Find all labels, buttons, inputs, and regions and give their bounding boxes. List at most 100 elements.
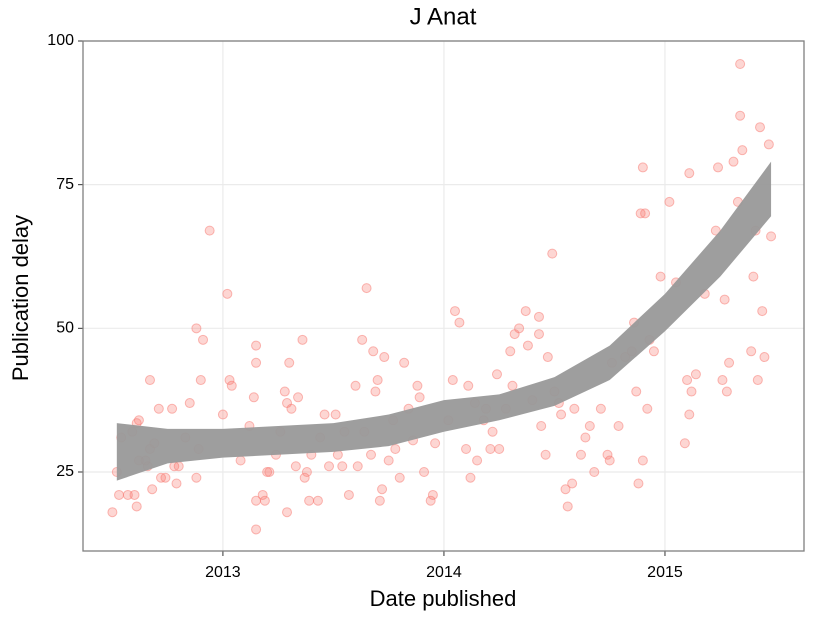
- point: [595, 403, 606, 414]
- point: [449, 306, 460, 317]
- point: [684, 409, 695, 420]
- point: [226, 380, 237, 391]
- x-tick-label: 2015: [647, 564, 683, 581]
- point: [379, 352, 390, 363]
- point: [419, 466, 430, 477]
- point: [447, 375, 458, 386]
- point: [759, 352, 770, 363]
- point: [343, 489, 354, 500]
- point: [637, 162, 648, 173]
- point: [257, 489, 268, 500]
- point: [728, 156, 739, 167]
- point: [717, 375, 728, 386]
- point: [755, 122, 766, 133]
- point: [724, 357, 735, 368]
- point: [679, 438, 690, 449]
- point: [584, 421, 595, 432]
- y-tick-label: 100: [47, 32, 74, 49]
- point: [556, 409, 567, 420]
- point: [485, 444, 496, 454]
- point: [171, 478, 182, 489]
- point: [604, 455, 615, 466]
- point: [191, 323, 202, 334]
- point: [259, 495, 270, 506]
- point: [372, 375, 383, 386]
- point: [383, 455, 394, 466]
- x-tick-label: 2014: [426, 564, 462, 581]
- point: [279, 386, 290, 397]
- point: [160, 472, 171, 483]
- point: [562, 501, 573, 512]
- point: [655, 271, 666, 282]
- point: [297, 334, 308, 345]
- point: [293, 392, 304, 403]
- point: [312, 495, 323, 506]
- point: [752, 375, 763, 386]
- x-tick-label: 2013: [205, 564, 241, 581]
- point: [648, 346, 659, 357]
- point: [299, 472, 310, 483]
- point: [757, 306, 768, 317]
- point: [350, 380, 361, 391]
- chart-title: J Anat: [410, 3, 477, 30]
- point: [427, 489, 438, 500]
- point: [567, 478, 578, 489]
- x-axis-label: Date published: [370, 586, 517, 611]
- point: [494, 444, 505, 454]
- point: [637, 455, 648, 466]
- point: [682, 375, 693, 386]
- point: [472, 455, 483, 466]
- point: [684, 168, 695, 179]
- point: [719, 294, 730, 305]
- point: [368, 346, 379, 357]
- point: [251, 357, 262, 368]
- point: [144, 375, 155, 386]
- point: [286, 403, 297, 414]
- point: [640, 208, 651, 219]
- point: [366, 449, 377, 460]
- point: [217, 409, 228, 420]
- point: [129, 489, 140, 500]
- point: [690, 369, 701, 380]
- point: [491, 369, 502, 380]
- point: [394, 472, 405, 483]
- point: [766, 231, 777, 242]
- y-tick-label: 25: [56, 463, 74, 480]
- point: [735, 58, 746, 69]
- point: [580, 432, 591, 443]
- point: [399, 357, 410, 368]
- point: [465, 472, 476, 483]
- point: [569, 403, 580, 414]
- point: [224, 375, 235, 386]
- point: [198, 334, 209, 345]
- point: [633, 478, 644, 489]
- point: [514, 323, 525, 334]
- point: [251, 340, 262, 351]
- point: [337, 461, 348, 472]
- point: [377, 484, 388, 495]
- point: [330, 409, 341, 420]
- point: [520, 306, 531, 317]
- point: [746, 346, 757, 357]
- point: [204, 225, 215, 236]
- point: [613, 421, 624, 432]
- point: [763, 139, 774, 150]
- smooth-band: [116, 161, 772, 481]
- point: [191, 472, 202, 483]
- point: [737, 145, 748, 156]
- point: [264, 466, 275, 477]
- point: [361, 283, 372, 294]
- point: [547, 248, 558, 259]
- point: [114, 489, 125, 500]
- point: [184, 398, 195, 409]
- point: [195, 375, 206, 386]
- point: [390, 444, 401, 454]
- panel-border: [82, 40, 805, 552]
- point: [248, 392, 259, 403]
- point: [284, 357, 295, 368]
- point: [107, 507, 118, 518]
- point: [542, 352, 553, 363]
- point: [370, 386, 381, 397]
- point: [536, 421, 547, 432]
- point: [560, 484, 571, 495]
